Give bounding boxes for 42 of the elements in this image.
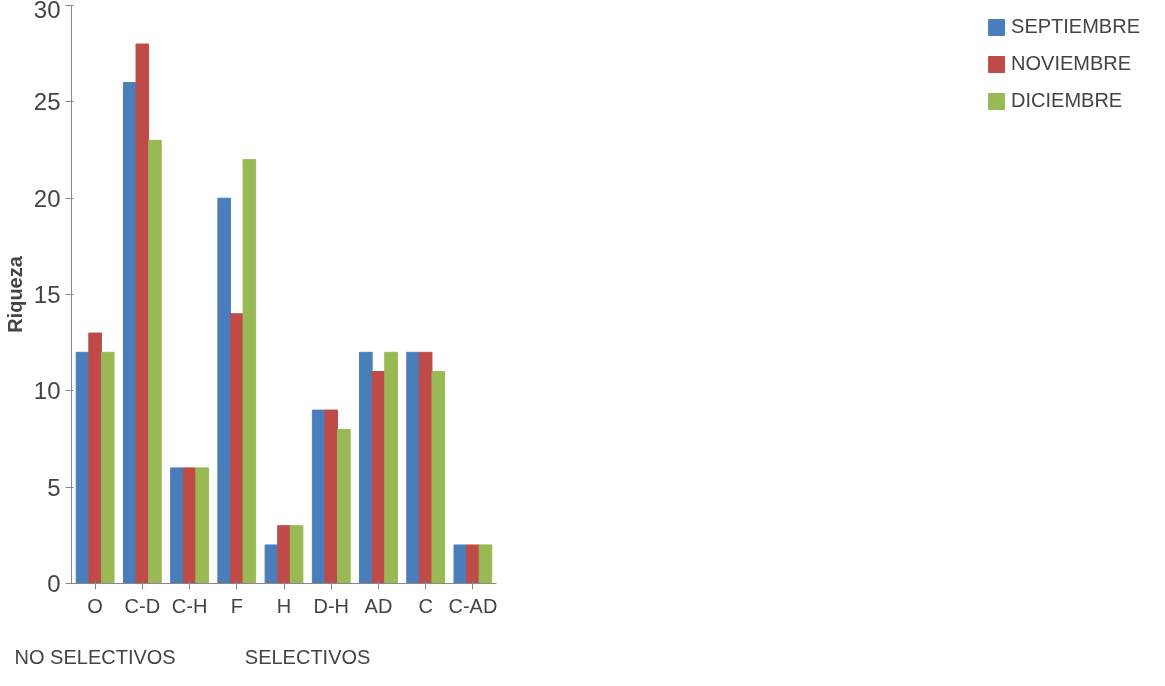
legend-label: DICIEMBRE xyxy=(1011,89,1123,112)
bar xyxy=(148,139,162,584)
bar xyxy=(217,197,231,584)
y-tick-label: 15 xyxy=(33,281,61,308)
y-tick-label: 5 xyxy=(47,473,61,501)
bar xyxy=(337,428,351,584)
y-tick-label: 10 xyxy=(33,377,61,405)
bar xyxy=(100,351,115,584)
x-tick-label: F xyxy=(230,594,243,617)
bar xyxy=(170,467,184,584)
bar xyxy=(289,525,304,584)
bar xyxy=(242,159,257,584)
x-tick-label: C-H xyxy=(171,594,208,617)
x-tick-label: D-H xyxy=(313,594,349,617)
x-tick-label: C xyxy=(418,594,433,617)
y-tick-label: 20 xyxy=(33,184,61,212)
text: NO SELECTIVOS xyxy=(14,645,176,668)
y-tick-label: 30 xyxy=(33,0,61,23)
bar xyxy=(195,467,209,584)
x-tick-label: H xyxy=(276,594,292,617)
bar xyxy=(324,409,339,584)
legend-label: NOVIEMBRE xyxy=(1011,52,1132,75)
text: SELECTIVOS xyxy=(244,645,371,668)
bar xyxy=(478,544,493,584)
x-tick-label: AD xyxy=(364,594,393,617)
bar xyxy=(466,544,480,584)
y-tick-label: 0 xyxy=(47,570,61,597)
bar xyxy=(135,43,150,584)
bar xyxy=(264,544,279,584)
bar xyxy=(406,351,420,584)
y-tick-label: 25 xyxy=(33,88,61,116)
bar xyxy=(371,371,386,584)
x-tick-label: O xyxy=(87,594,103,617)
x-tick-label: C-D xyxy=(124,594,161,617)
y-axis-title: Riqueza xyxy=(3,255,26,333)
bar xyxy=(88,332,102,584)
bar xyxy=(277,525,291,584)
bar xyxy=(453,544,468,584)
bar xyxy=(384,351,398,584)
x-tick-label: C-AD xyxy=(448,594,498,617)
legend-label: SEPTIEMBRE xyxy=(1011,15,1140,38)
bar xyxy=(431,371,446,584)
